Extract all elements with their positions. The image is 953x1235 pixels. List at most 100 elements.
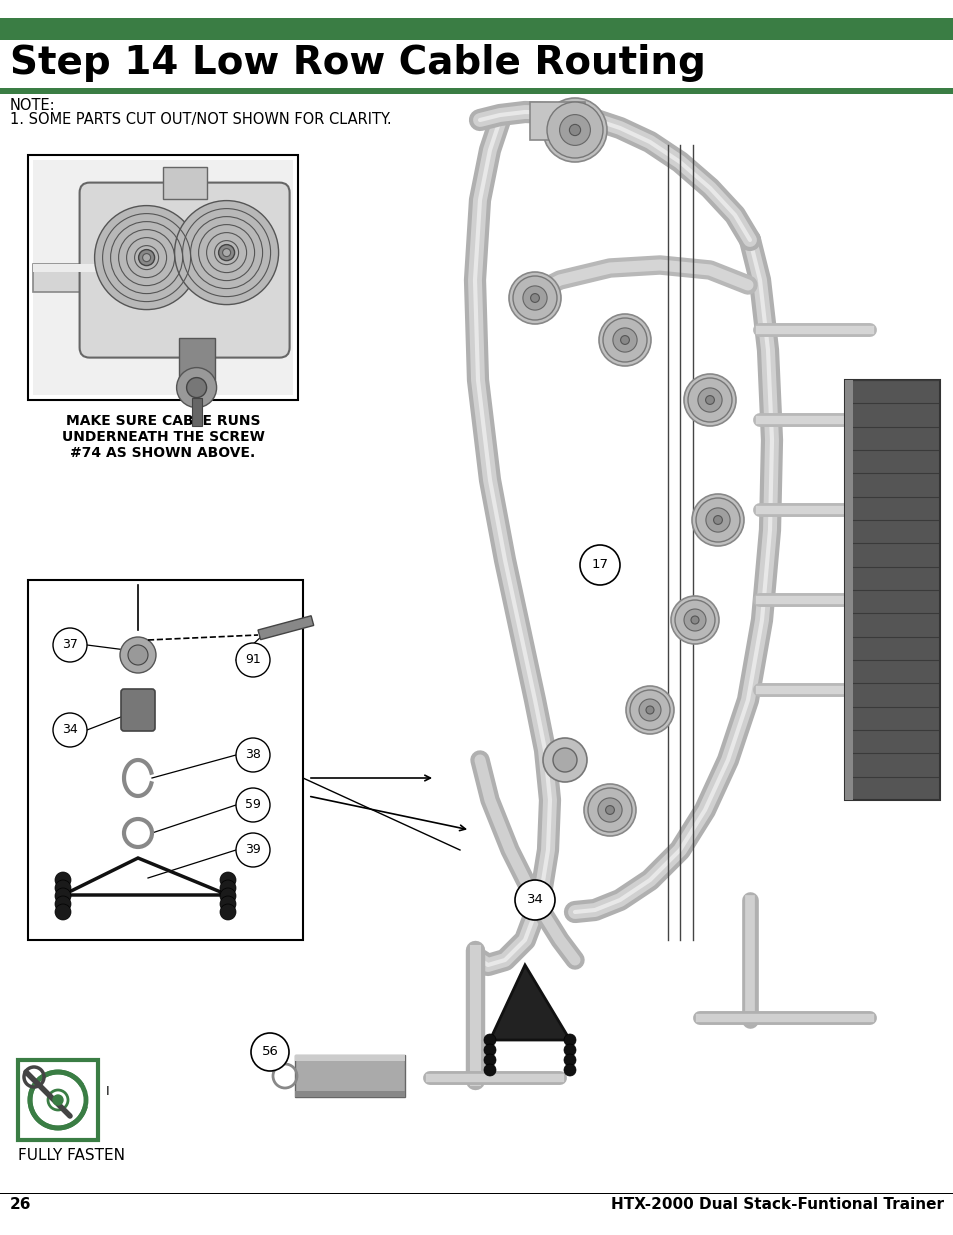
Text: 37: 37 [62,638,78,652]
Bar [0,19,953,40]
Circle shape [53,713,87,747]
Text: MAKE SURE CABLE RUNS: MAKE SURE CABLE RUNS [66,414,260,429]
Circle shape [120,637,156,673]
Circle shape [251,1032,289,1071]
Circle shape [142,253,151,262]
Bar [33,263,123,291]
Bar [178,337,214,388]
Circle shape [587,788,631,832]
Text: 56: 56 [261,1046,278,1058]
Circle shape [696,498,740,542]
Bar [162,167,207,199]
Circle shape [691,494,743,546]
Circle shape [235,643,270,677]
Circle shape [220,872,235,888]
Circle shape [563,1044,576,1056]
Circle shape [683,374,735,426]
Circle shape [583,784,636,836]
Circle shape [509,272,560,324]
Circle shape [670,597,719,643]
Text: 39: 39 [245,844,260,857]
Circle shape [220,888,235,904]
Circle shape [675,600,714,640]
Text: 17: 17 [591,558,608,572]
Circle shape [235,832,270,867]
Circle shape [176,368,216,408]
Text: 38: 38 [245,748,261,762]
Circle shape [222,248,231,257]
Circle shape [483,1065,496,1076]
Circle shape [698,388,721,412]
Circle shape [483,1034,496,1046]
Circle shape [542,739,586,782]
Circle shape [174,200,278,305]
Text: #74 AS SHOWN ABOVE.: #74 AS SHOWN ABOVE. [71,446,255,459]
Circle shape [713,515,721,525]
Circle shape [55,897,71,911]
Text: 34: 34 [62,724,78,736]
Circle shape [128,645,148,664]
Text: FULLY FASTEN: FULLY FASTEN [18,1149,125,1163]
Bar [0,88,953,94]
Text: 26: 26 [10,1197,31,1212]
Circle shape [563,1065,576,1076]
Circle shape [187,378,207,398]
Circle shape [563,1053,576,1066]
Text: 1. SOME PARTS CUT OUT/NOT SHOWN FOR CLARITY.: 1. SOME PARTS CUT OUT/NOT SHOWN FOR CLAR… [10,112,392,127]
Circle shape [683,609,705,631]
Circle shape [579,545,619,585]
Circle shape [605,805,614,814]
Circle shape [513,275,557,320]
Bar [18,1060,98,1140]
Circle shape [530,294,538,303]
Circle shape [53,629,87,662]
Circle shape [598,314,650,366]
FancyBboxPatch shape [79,183,290,358]
Bar [257,616,314,640]
Text: NOTE:: NOTE: [10,98,55,112]
Text: UNDERNEATH THE SCREW: UNDERNEATH THE SCREW [62,430,264,445]
Bar [192,398,201,426]
Text: 59: 59 [245,799,261,811]
Circle shape [220,881,235,897]
Circle shape [546,103,602,158]
Text: I: I [106,1086,110,1098]
FancyBboxPatch shape [121,689,154,731]
Bar [844,380,939,800]
Circle shape [705,395,714,404]
Bar [28,580,303,940]
Text: Step 14 Low Row Cable Routing: Step 14 Low Row Cable Routing [10,44,705,82]
Circle shape [220,897,235,911]
Circle shape [690,616,699,624]
Circle shape [522,285,546,310]
Circle shape [612,329,637,352]
Circle shape [515,881,555,920]
Circle shape [602,317,646,362]
Circle shape [55,888,71,904]
Circle shape [620,336,629,345]
Circle shape [483,1053,496,1066]
Circle shape [53,1095,63,1105]
Bar [33,161,293,395]
Circle shape [559,115,590,146]
Circle shape [553,748,577,772]
Circle shape [645,706,654,714]
Bar [0,1193,953,1194]
Circle shape [483,1044,496,1056]
Circle shape [55,872,71,888]
Circle shape [542,98,606,162]
Circle shape [94,205,198,310]
Circle shape [598,798,621,823]
Circle shape [625,685,673,734]
Circle shape [55,881,71,897]
Bar [28,156,297,400]
Circle shape [705,508,729,532]
Circle shape [218,245,234,261]
Circle shape [569,125,580,136]
Bar [530,103,584,140]
Text: 91: 91 [245,653,260,667]
Text: 34: 34 [526,893,543,906]
Circle shape [138,249,154,266]
Circle shape [629,690,669,730]
Circle shape [639,699,660,721]
